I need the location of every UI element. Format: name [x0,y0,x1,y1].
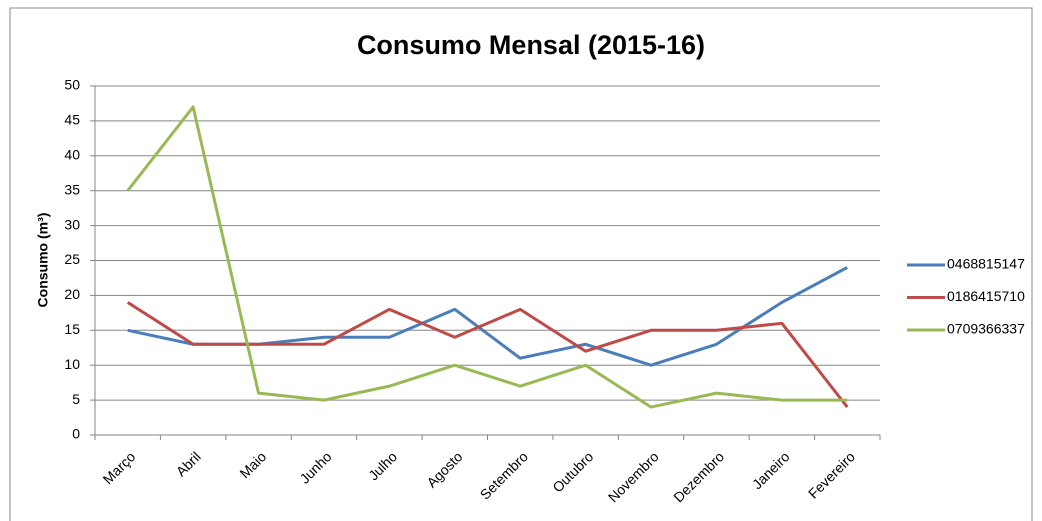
legend-label: 0186415710 [947,288,1025,304]
chart-title: Consumo Mensal (2015-16) [357,30,705,60]
y-tick-label: 35 [64,181,80,197]
chart-frame [9,7,1033,521]
legend-label: 0709366337 [947,321,1025,337]
y-tick-label: 25 [64,251,80,267]
y-tick-label: 0 [72,426,80,442]
y-tick-label: 45 [64,112,80,128]
y-tick-label: 5 [72,391,80,407]
legend-label: 0468815147 [947,256,1025,272]
series-line [126,105,848,409]
y-tick-label: 10 [64,356,80,372]
y-tick-label: 20 [64,286,80,302]
y-tick-label: 40 [64,147,80,163]
y-axis-label: Consumo (m³) [35,213,51,308]
y-tick-label: 30 [64,216,80,232]
y-tick-label: 15 [64,321,80,337]
y-tick-label: 50 [64,77,80,93]
